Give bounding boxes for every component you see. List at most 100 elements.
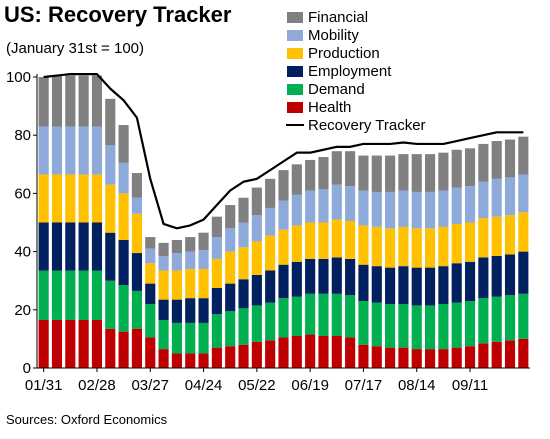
bar-segment-financial bbox=[145, 237, 156, 249]
bar-segment-mobility bbox=[131, 197, 142, 214]
bar-segment-mobility bbox=[358, 190, 369, 226]
bar-segment-demand bbox=[411, 305, 422, 350]
x-tick-label: 04/24 bbox=[185, 377, 223, 394]
bar-segment-demand bbox=[385, 303, 396, 348]
bar-segment-health bbox=[464, 346, 476, 368]
bar-segment-financial bbox=[305, 159, 316, 191]
x-tick-label: 05/22 bbox=[238, 377, 276, 394]
bar-segment-employment bbox=[238, 279, 249, 309]
bar-segment-employment bbox=[105, 232, 116, 281]
bar-segment-mobility bbox=[198, 250, 209, 270]
bar-segment-financial bbox=[185, 237, 196, 252]
bar-segment-health bbox=[225, 346, 236, 368]
bar-segment-production bbox=[158, 270, 169, 300]
bar-segment-health bbox=[78, 319, 89, 368]
bar-segment-production bbox=[411, 228, 422, 268]
x-tick-label: 07/17 bbox=[345, 377, 383, 394]
bar-segment-demand bbox=[158, 319, 169, 350]
bar-segment-demand bbox=[451, 302, 462, 348]
bar-segment-mobility bbox=[265, 207, 276, 236]
bar-segment-mobility bbox=[518, 174, 529, 213]
bar-segment-health bbox=[65, 319, 76, 368]
bar-segment-mobility bbox=[478, 181, 489, 219]
legend-label-employment: Employment bbox=[308, 63, 392, 80]
bar-segment-financial bbox=[198, 232, 209, 251]
bar-segment-financial bbox=[265, 178, 276, 208]
bar-segment-employment bbox=[251, 274, 262, 306]
bar-segment-financial bbox=[105, 98, 116, 146]
bar-segment-financial bbox=[131, 173, 142, 198]
bar-segment-production bbox=[464, 222, 476, 262]
bar-segment-demand bbox=[518, 293, 529, 339]
bar-segment-employment bbox=[171, 299, 182, 323]
legend-swatch-health bbox=[287, 102, 303, 113]
bar-segment-production bbox=[238, 247, 249, 280]
bar-segment-employment bbox=[491, 255, 502, 297]
bar-segment-production bbox=[425, 228, 436, 268]
bar-segment-production bbox=[171, 270, 182, 300]
chart-title: US: Recovery Tracker bbox=[4, 2, 232, 27]
bar-segment-financial bbox=[491, 141, 502, 179]
bar-segment-employment bbox=[91, 222, 103, 271]
bar-segment-employment bbox=[411, 267, 422, 306]
bar-segment-demand bbox=[371, 302, 382, 347]
bar-segment-production bbox=[451, 223, 462, 264]
bar-segment-employment bbox=[198, 298, 209, 323]
bar-segment-demand bbox=[265, 302, 276, 341]
bar-segment-health bbox=[305, 334, 316, 368]
bar-segment-demand bbox=[358, 301, 369, 345]
bar-segment-employment bbox=[371, 266, 382, 303]
bar-segment-employment bbox=[145, 283, 156, 304]
x-tick-label: 06/19 bbox=[291, 377, 329, 394]
bar-segment-financial bbox=[78, 75, 89, 127]
bar-segment-production bbox=[478, 218, 489, 258]
bar-segment-mobility bbox=[438, 190, 449, 227]
bar-segment-financial bbox=[251, 187, 262, 216]
bar-segment-production bbox=[225, 251, 236, 284]
bar-segment-mobility bbox=[425, 191, 436, 229]
bar-segment-production bbox=[251, 241, 262, 275]
bar-segment-mobility bbox=[211, 237, 222, 259]
bar-segment-demand bbox=[504, 295, 516, 341]
bar-segment-production bbox=[105, 184, 116, 233]
bar-segment-health bbox=[278, 337, 289, 368]
bar-segment-production bbox=[331, 219, 342, 258]
bar-segment-health bbox=[118, 331, 129, 369]
bar-segment-production bbox=[91, 174, 103, 223]
bar-segment-employment bbox=[118, 239, 129, 286]
bar-segment-mobility bbox=[38, 126, 49, 175]
bar-segment-health bbox=[51, 319, 63, 368]
bar-segment-production bbox=[185, 269, 196, 299]
bar-segment-financial bbox=[385, 155, 396, 192]
bar-segment-health bbox=[358, 344, 369, 368]
chart-subtitle: (January 31st = 100) bbox=[6, 40, 144, 57]
bar-segment-financial bbox=[158, 242, 169, 256]
bar-segment-mobility bbox=[411, 191, 422, 229]
x-tick-label: 09/11 bbox=[452, 377, 488, 394]
bar-segment-demand bbox=[131, 290, 142, 329]
bar-segment-demand bbox=[211, 314, 222, 348]
bar-segment-health bbox=[91, 319, 103, 368]
bar-segment-demand bbox=[51, 270, 63, 320]
legend-label-financial: Financial bbox=[308, 9, 368, 26]
bar-segment-financial bbox=[238, 197, 249, 223]
bar-segment-financial bbox=[478, 143, 489, 182]
bar-segment-health bbox=[171, 353, 182, 368]
bar-segment-mobility bbox=[451, 187, 462, 224]
bar-segment-demand bbox=[318, 293, 329, 336]
bar-segment-mobility bbox=[371, 191, 382, 227]
x-tick-label: 08/14 bbox=[398, 377, 436, 394]
bar-segment-health bbox=[105, 328, 116, 368]
bar-segment-employment bbox=[478, 257, 489, 299]
bar-segment-health bbox=[425, 349, 436, 368]
bar-segment-production bbox=[491, 216, 502, 256]
bar-segment-health bbox=[385, 347, 396, 368]
legend-swatch-production bbox=[287, 48, 303, 59]
bar-segment-employment bbox=[358, 264, 369, 302]
bar-segment-demand bbox=[491, 296, 502, 342]
bar-segment-production bbox=[118, 193, 129, 240]
bar-segment-production bbox=[65, 174, 76, 223]
bar-segment-demand bbox=[198, 322, 209, 354]
bar-segment-demand bbox=[105, 280, 116, 329]
bar-segment-production bbox=[291, 225, 302, 262]
